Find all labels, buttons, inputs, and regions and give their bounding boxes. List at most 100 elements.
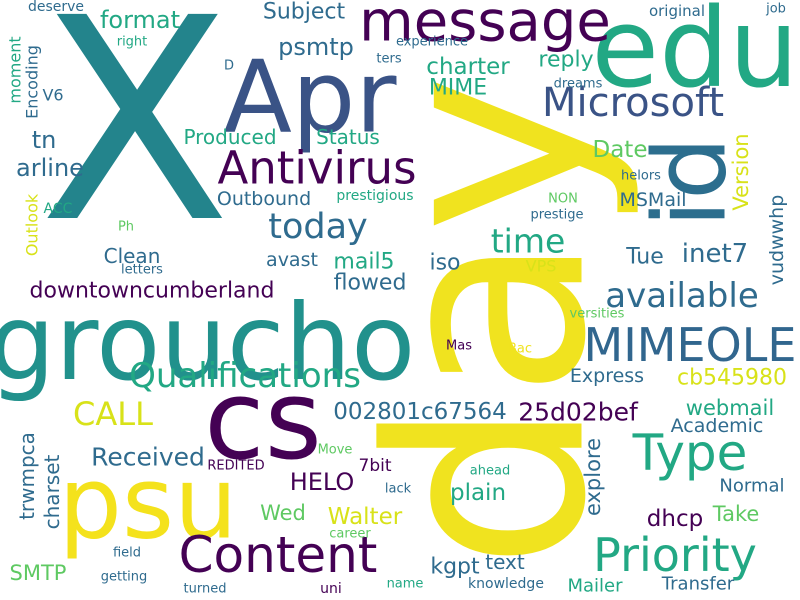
word-call: CALL	[73, 395, 153, 433]
word-mas: Mas	[446, 339, 472, 354]
word-psmtp: psmtp	[278, 33, 354, 61]
word-kgpt: kgpt	[430, 555, 480, 580]
word-inet7: inet7	[682, 239, 748, 269]
word-iso: iso	[429, 251, 460, 276]
word-antivirus: Antivirus	[217, 142, 416, 195]
word-vudwwhp: vudwwhp	[766, 195, 788, 286]
word-day: day	[331, 74, 646, 571]
word-mimeole: MIMEOLE	[584, 318, 797, 372]
word-format: format	[100, 6, 180, 34]
word-outlook: Outlook	[23, 193, 42, 256]
word-experience: experience	[396, 35, 468, 50]
word-d: D	[224, 59, 234, 74]
word-qualifications: Qualifications	[129, 356, 361, 396]
word-prestige: prestige	[530, 208, 583, 223]
word-career: career	[329, 527, 371, 542]
word-groucho: groucho	[0, 282, 415, 404]
word-express: Express	[570, 365, 644, 387]
word-mime: MIME	[429, 76, 487, 101]
word-helo: HELO	[290, 468, 355, 496]
word-microsoft: Microsoft	[542, 80, 724, 126]
word-reply: reply	[538, 48, 593, 73]
word-knowledge: knowledge	[468, 576, 544, 592]
word-tn: tn	[32, 126, 57, 154]
word-x: X	[39, 0, 231, 285]
word-ters: ters	[376, 52, 401, 67]
word-today: today	[268, 207, 368, 247]
word-name: name	[387, 577, 424, 592]
word-mailer: Mailer	[567, 576, 623, 597]
word-right: right	[117, 35, 148, 50]
word-versities: versities	[570, 307, 625, 322]
word-v6: V6	[42, 86, 63, 105]
word-original: original	[649, 2, 705, 20]
word-explore: explore	[581, 438, 605, 516]
word-date: Date	[593, 137, 648, 163]
word-letters: letters	[121, 263, 163, 278]
word-charset: charset	[40, 454, 64, 529]
word-field: field	[113, 546, 141, 561]
word-vps: VPS	[526, 257, 557, 276]
word-time: time	[491, 222, 566, 261]
word-smtp: SMTP	[10, 561, 67, 585]
word-moment: moment	[6, 36, 25, 103]
word-version: Version	[729, 133, 753, 210]
word-edu: edu	[591, 0, 798, 112]
word-redited: REDITED	[207, 459, 264, 474]
word-prestigious: prestigious	[336, 188, 413, 204]
word-message: message	[359, 0, 611, 55]
word-subject: Subject	[263, 0, 346, 25]
word-transfer: Transfer	[661, 574, 735, 595]
word-clean: Clean	[104, 244, 161, 268]
word-id: id	[632, 136, 749, 227]
word-flowed: flowed	[334, 271, 407, 296]
word-take: Take	[712, 502, 760, 526]
word-deserve: deserve	[28, 0, 84, 15]
word-tue: Tue	[625, 245, 664, 270]
word-downtowncumberland: downtowncumberland	[30, 279, 275, 304]
word-dreams: dreams	[554, 77, 603, 92]
word-uni: uni	[320, 581, 342, 597]
word-wed: Wed	[260, 501, 306, 525]
word-apr: Apr	[224, 39, 398, 156]
word-priority: Priority	[593, 528, 757, 582]
word-getting: getting	[101, 570, 148, 585]
word-turned: turned	[184, 582, 227, 597]
word-encoding: Encoding	[23, 45, 42, 119]
word-msmail: MSMail	[619, 189, 686, 211]
word-dhcp: dhcp	[647, 506, 703, 532]
word-available: available	[605, 276, 758, 316]
word-text: text	[485, 550, 525, 574]
word-psu: psu	[59, 445, 238, 562]
word-charter: charter	[426, 54, 510, 80]
word-content: Content	[179, 526, 378, 584]
word-25d02bef: 25d02bef	[518, 398, 639, 427]
word-cs: cs	[204, 356, 322, 484]
word-status: Status	[316, 125, 380, 149]
word-avast: avast	[266, 249, 318, 271]
word-bac: Bac	[508, 342, 532, 357]
word-move: Move	[318, 443, 353, 458]
word-produced: Produced	[183, 125, 276, 149]
word-job: job	[765, 2, 786, 17]
word-academic: Academic	[671, 415, 764, 437]
word-mail5: mail5	[333, 250, 394, 275]
word-7bit: 7bit	[359, 456, 392, 476]
word-plain: plain	[450, 480, 506, 506]
word-ahead: ahead	[470, 464, 510, 479]
word-cb545980: cb545980	[677, 366, 787, 391]
word-helors: helors	[621, 169, 661, 184]
word-non: NON	[548, 192, 578, 207]
word-walter: Walter	[328, 504, 403, 530]
word-webmail: webmail	[686, 396, 774, 420]
word-lack: lack	[385, 482, 412, 497]
word-normal: Normal	[719, 476, 784, 497]
word-type: Type	[632, 424, 748, 482]
word-002801c67564: 002801c67564	[333, 399, 507, 425]
word-trwmpca: trwmpca	[15, 432, 39, 520]
word-arline: arline	[16, 154, 84, 182]
word-received: Received	[91, 443, 205, 472]
word-outbound: Outbound	[217, 188, 311, 210]
word-acc: ACC	[44, 201, 73, 217]
